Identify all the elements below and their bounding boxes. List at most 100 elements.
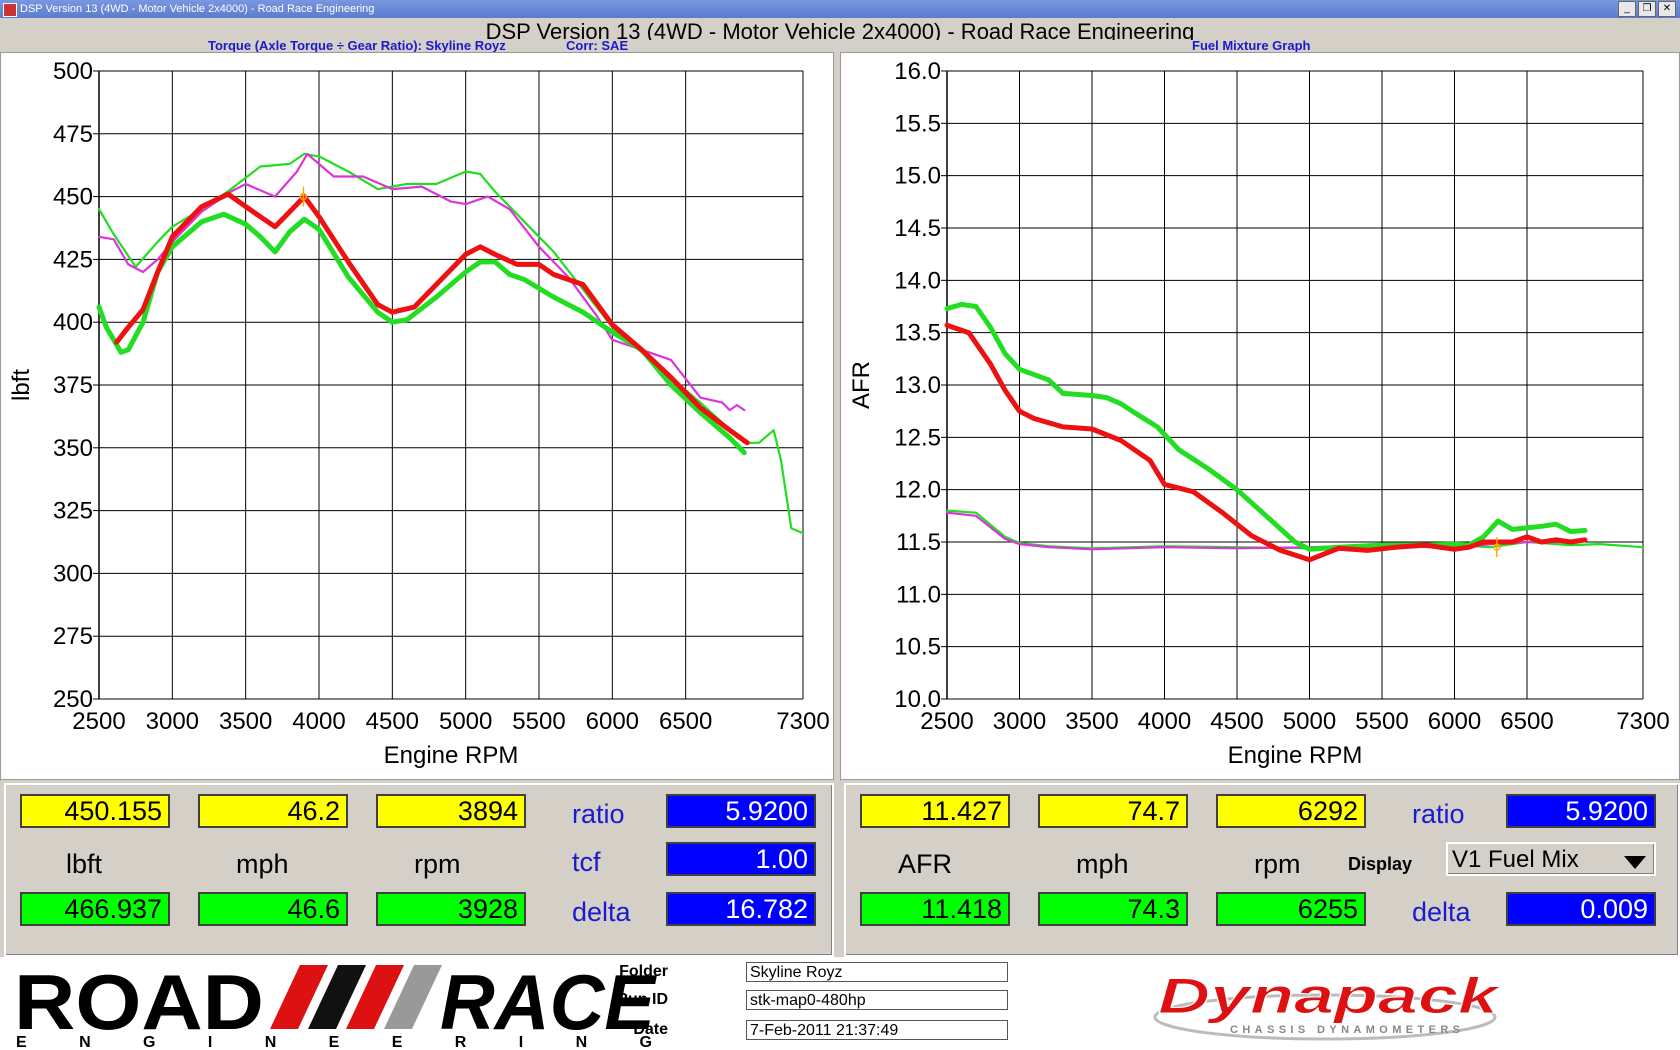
window-controls: _ ❐ ✕ [1618, 1, 1676, 17]
y-tick-label: 14.0 [894, 267, 941, 294]
cursor-torque-value: 450.155 [20, 794, 170, 828]
y-tick-label: 15.5 [894, 110, 941, 137]
y-axis-label: lbft [8, 369, 35, 401]
x-tick-label: 4500 [366, 708, 419, 735]
x-tick-label: 3500 [1065, 708, 1118, 735]
delta-value: 0.009 [1506, 892, 1656, 926]
window-title-bar: DSP Version 13 (4WD - Motor Vehicle 2x40… [0, 0, 1680, 18]
x-tick-label: 3500 [219, 708, 272, 735]
x-tick-label: 7300 [776, 708, 829, 735]
x-axis-label: Engine RPM [1228, 742, 1363, 769]
cursor-rpm-value: 6292 [1216, 794, 1366, 828]
dynapack-text: Dynapack [1158, 968, 1501, 1024]
svg-text:ROAD: ROAD [14, 958, 264, 1046]
dynapack-logo: Dynapack CHASSIS DYNAMOMETERS [1153, 968, 1502, 1041]
y-tick-label: 425 [53, 246, 93, 273]
series-line-1[interactable] [945, 511, 1572, 551]
series-line-3[interactable] [944, 322, 1588, 563]
cursor-speed-value: 74.7 [1038, 794, 1188, 828]
series-line-2[interactable] [96, 211, 747, 456]
peak-torque-value: 466.937 [20, 892, 170, 926]
tcf-value[interactable]: 1.00 [666, 842, 816, 876]
close-icon[interactable]: ✕ [1658, 1, 1676, 17]
x-tick-label: 5500 [512, 708, 565, 735]
footer: ROAD RACE ENGINEERING Folder Skyline Roy… [0, 957, 1680, 1050]
series-line-3[interactable] [114, 191, 750, 446]
date-label: Date [633, 1021, 668, 1038]
y-tick-label: 300 [53, 560, 93, 587]
y-tick-label: 350 [53, 435, 93, 462]
display-label: Display [1348, 854, 1413, 875]
torque-readout-panel: 450.155 46.2 3894 ratio 5.9200 lbft mph … [4, 783, 834, 957]
app-icon [3, 3, 17, 17]
runid-label: Run ID [616, 991, 668, 1008]
road-race-logo: ROAD RACE ENGINEERING [14, 958, 657, 1050]
y-tick-label: 500 [53, 58, 93, 85]
y-tick-label: 375 [53, 372, 93, 399]
x-tick-label: 4000 [292, 708, 345, 735]
x-tick-label: 7300 [1616, 708, 1669, 735]
cursor-point[interactable] [1493, 543, 1501, 551]
folder-label: Folder [619, 963, 668, 980]
display-select[interactable]: V1 Fuel Mix [1446, 842, 1656, 876]
x-tick-label: 2500 [920, 708, 973, 735]
afr-readout-panel: 11.427 74.7 6292 ratio 5.9200 AFR mph rp… [844, 783, 1680, 957]
y-tick-label: 14.5 [894, 215, 941, 242]
folder-field[interactable]: Skyline Royz [746, 962, 1008, 982]
rpm-unit-label: rpm [414, 849, 461, 879]
x-tick-label: 4500 [1210, 708, 1263, 735]
x-tick-label: 5500 [1355, 708, 1408, 735]
ratio-value[interactable]: 5.9200 [666, 794, 816, 828]
x-tick-label: 6000 [1428, 708, 1481, 735]
chevron-down-icon[interactable] [1624, 856, 1646, 869]
afr-chart[interactable]: 10.0 10.5 11.0 11.5 12.0 12.5 13.0 13.5 14.0 14.5… [840, 52, 1680, 780]
y-tick-label: 10.5 [894, 634, 941, 661]
x-tick-label: 3000 [993, 708, 1046, 735]
minimize-icon[interactable]: _ [1618, 1, 1636, 17]
y-tick-label: 13.5 [894, 320, 941, 347]
tcf-label: tcf [572, 847, 601, 877]
y-tick-label: 15.0 [894, 163, 941, 190]
ratio-value[interactable]: 5.9200 [1506, 794, 1656, 828]
torque-unit-label: lbft [66, 849, 103, 879]
x-tick-label: 6500 [1500, 708, 1553, 735]
delta-label: delta [1412, 897, 1471, 927]
ratio-label: ratio [572, 799, 625, 829]
x-tick-label: 6500 [659, 708, 712, 735]
y-tick-label: 250 [53, 686, 93, 713]
torque-chart-svg[interactable]: 250 275 300 325 350 375 400 425 450 475 500 2500 300… [1, 53, 833, 779]
peak-speed-value: 74.3 [1038, 892, 1188, 926]
afr-chart-svg[interactable]: 10.0 10.5 11.0 11.5 12.0 12.5 13.0 13.5 14.0 14.5… [841, 53, 1679, 779]
y-tick-label: 12.0 [894, 477, 941, 504]
window-title: DSP Version 13 (4WD - Motor Vehicle 2x40… [20, 3, 375, 15]
restore-icon[interactable]: ❐ [1638, 1, 1656, 17]
rpm-unit-label: rpm [1254, 849, 1301, 879]
peak-rpm-value: 6255 [1216, 892, 1366, 926]
y-tick-label: 12.5 [894, 424, 941, 451]
torque-chart[interactable]: 250 275 300 325 350 375 400 425 450 475 500 2500 300… [0, 52, 834, 780]
torque-chart-corr: Corr: SAE [566, 38, 629, 53]
delta-value: 16.782 [666, 892, 816, 926]
y-tick-label: 16.0 [894, 58, 941, 85]
cursor-afr-value: 11.427 [860, 794, 1010, 828]
series-line-1[interactable] [97, 152, 746, 412]
speed-unit-label: mph [1076, 849, 1129, 879]
y-tick-label: 475 [53, 121, 93, 148]
display-selected-value: V1 Fuel Mix [1452, 846, 1579, 873]
y-tick-label: 10.0 [894, 686, 941, 713]
series-line-2[interactable] [944, 301, 1588, 552]
y-tick-label: 450 [53, 184, 93, 211]
cursor-point[interactable] [299, 192, 308, 201]
delta-label: delta [572, 897, 631, 927]
x-tick-label: 3000 [146, 708, 199, 735]
x-tick-label: 4000 [1138, 708, 1191, 735]
x-tick-label: 6000 [586, 708, 639, 735]
ratio-label: ratio [1412, 799, 1465, 829]
runid-field[interactable]: stk-map0-480hp [746, 990, 1008, 1010]
peak-rpm-value: 3928 [376, 892, 526, 926]
date-field[interactable]: 7-Feb-2011 21:37:49 [746, 1020, 1008, 1040]
x-axis-label: Engine RPM [384, 742, 519, 769]
afr-unit-label: AFR [898, 849, 952, 879]
y-tick-label: 400 [53, 309, 93, 336]
cursor-rpm-value: 3894 [376, 794, 526, 828]
